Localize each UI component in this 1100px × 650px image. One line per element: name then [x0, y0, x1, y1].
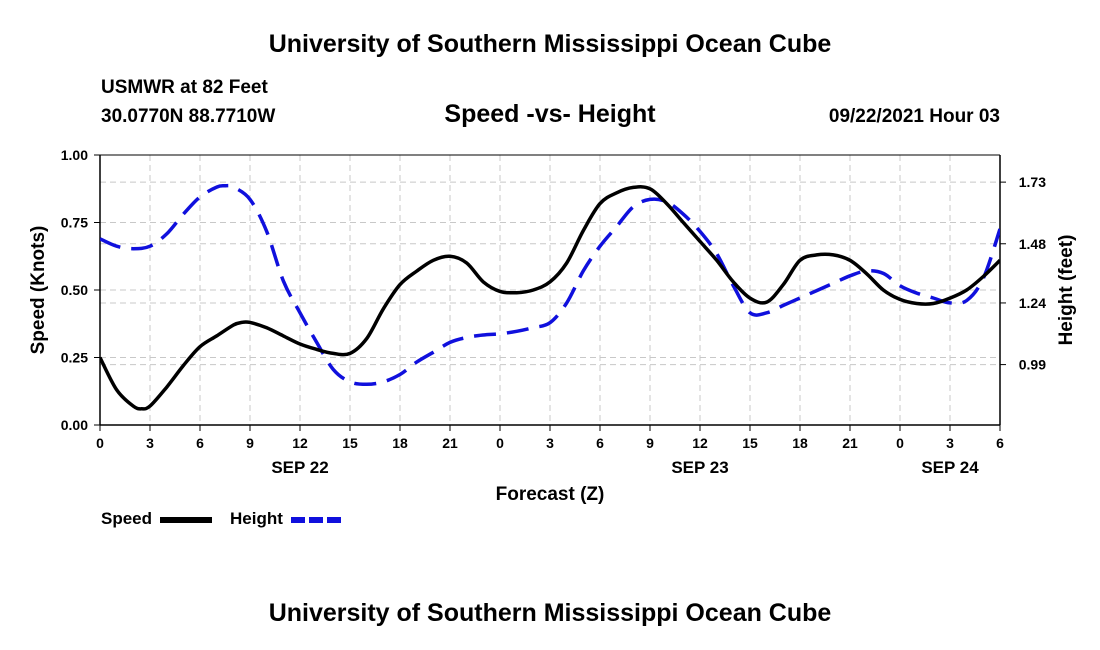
y2-tick-label: 1.73 [1019, 174, 1046, 190]
station-label: USMWR at 82 Feet [101, 77, 268, 98]
y2-axis-title: Height (feet) [1056, 235, 1077, 346]
x-tick-label: 0 [496, 435, 504, 451]
y-tick-label: 0.50 [61, 282, 88, 298]
legend-height-label: Height [230, 509, 283, 528]
legend-speed-label: Speed [101, 509, 153, 528]
x-tick-label: 12 [692, 435, 708, 451]
x-tick-label: 15 [742, 435, 758, 451]
chart-title-top: University of Southern Mississippi Ocean… [268, 30, 832, 58]
speed-series-line [100, 185, 1000, 411]
x-tick-label: 0 [896, 435, 904, 451]
x-tick-label: 15 [342, 435, 358, 451]
y-tick-label: 0.25 [61, 350, 88, 366]
x-tick-label: 12 [292, 435, 308, 451]
x-tick-label: 21 [442, 435, 458, 451]
x-date-label: SEP 24 [921, 458, 979, 477]
forecast-datetime: 09/22/2021 Hour 03 [828, 106, 1000, 127]
x-date-label: SEP 23 [671, 458, 728, 477]
x-tick-label: 3 [546, 435, 554, 451]
y2-tick-label: 1.24 [1019, 295, 1046, 311]
x-tick-label: 18 [392, 435, 408, 451]
x-tick-label: 6 [996, 435, 1004, 451]
x-tick-label: 6 [596, 435, 604, 451]
x-tick-label: 18 [792, 435, 808, 451]
y2-tick-label: 1.48 [1019, 236, 1046, 252]
coordinates-label: 30.0770N 88.7710W [101, 106, 276, 127]
chart-subtitle: Speed -vs- Height [444, 100, 656, 128]
x-tick-label: 3 [946, 435, 954, 451]
x-tick-label: 9 [246, 435, 254, 451]
x-tick-label: 6 [196, 435, 204, 451]
chart-title-bottom: University of Southern Mississippi Ocean… [268, 599, 832, 627]
y2-tick-label: 0.99 [1019, 357, 1046, 373]
y-axis-title: Speed (Knots) [28, 226, 49, 355]
y-tick-label: 0.75 [61, 215, 88, 231]
x-tick-label: 3 [146, 435, 154, 451]
x-tick-label: 0 [96, 435, 104, 451]
y-tick-label: 0.00 [61, 417, 88, 433]
y-tick-label: 1.00 [61, 147, 88, 163]
height-series-line [100, 183, 1000, 387]
x-axis-title: Forecast (Z) [496, 484, 605, 505]
x-tick-label: 9 [646, 435, 654, 451]
x-tick-label: 21 [842, 435, 858, 451]
x-date-label: SEP 22 [271, 458, 328, 477]
